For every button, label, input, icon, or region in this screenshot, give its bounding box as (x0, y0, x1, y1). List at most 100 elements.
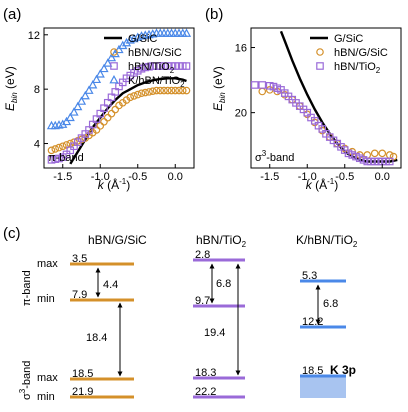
data-point-a-1 (163, 86, 172, 95)
data-point-b-1 (370, 149, 379, 158)
x-tick-label-b: -1.0 (298, 171, 317, 183)
value-pi-width-hbn-tio2: 6.8 (216, 278, 231, 290)
legend-label-b-0: G/SiC (334, 33, 363, 45)
data-point-b-1 (258, 87, 267, 96)
data-point-a-3 (76, 96, 87, 105)
data-point-a-1 (175, 86, 183, 95)
x-tick-label-a: -1.0 (91, 171, 110, 183)
legend-swatch-a-3 (109, 74, 119, 84)
value-pi-min-hbn-g-sic: 7.9 (72, 289, 87, 301)
data-point-b-2 (250, 81, 259, 89)
plot-frame-a (43, 27, 195, 169)
data-point-a-1 (47, 146, 56, 155)
row-label-sigma-min: min (37, 391, 55, 403)
value-gap-hbn-g-sic: 18.4 (86, 332, 107, 344)
plot-frame-b (250, 27, 402, 169)
x-tick-label-a: 0.0 (168, 171, 183, 183)
row-label-sigma-max: max (37, 372, 58, 384)
data-point-b-2 (258, 81, 267, 89)
row-label-sigma-band: σ3-band (18, 361, 33, 400)
annotation-a: π-band (48, 152, 84, 164)
data-point-a-3 (65, 112, 75, 122)
data-point-a-1 (171, 86, 180, 95)
legend-swatch-a-1 (110, 48, 118, 56)
legend-swatch-a-2 (110, 62, 118, 70)
data-point-a-1 (178, 86, 187, 95)
data-point-a-1 (130, 92, 138, 100)
column-title-k-hbn-tio2: K/hBN/TiO2 (296, 233, 358, 249)
x-tick-label-b: -0.5 (335, 171, 354, 183)
xlabel-a: k (Å-1) (98, 177, 130, 192)
legend-swatch-b-2 (316, 62, 324, 70)
value-pi-width-k-hbn-tio2: 6.8 (323, 298, 338, 310)
value-k3p: 18.5 (302, 365, 323, 377)
annotation-b: σ3-band (255, 149, 294, 164)
ylabel-b: Ebin (eV) (211, 66, 227, 111)
value-pi-min-k-hbn-tio2: 12.2 (302, 316, 323, 328)
chart-a: -1.5 -1.0 -0.5 0.0 4 8 12 Ebin (eV) k (Å-1) π-… (3, 27, 195, 192)
data-point-a-1 (111, 105, 120, 114)
legend-label-b-2: hBN/TiO2 (334, 61, 381, 75)
y-tick-label-b: 20 (235, 108, 247, 120)
data-point-a-1 (51, 145, 60, 153)
data-point-a-1 (141, 88, 150, 97)
band-diagram: π-band σ3-band max min max min hBN/G/SiC… (18, 233, 358, 403)
panel-label-a: (a) (3, 6, 21, 23)
data-point-a-3 (110, 48, 120, 58)
data-point-a-1 (152, 86, 161, 95)
value-sigma-min-hbn-g-sic: 21.9 (72, 386, 93, 398)
data-point-a-3 (69, 107, 79, 116)
data-point-a-3 (103, 58, 113, 67)
data-point-a-1 (160, 86, 168, 95)
x-tick-label-a: -0.5 (128, 171, 147, 183)
legend-label-a-2: hBN/TiO2 (128, 61, 175, 75)
x-tick-label-b: 0.0 (375, 171, 390, 183)
data-point-a-1 (167, 86, 176, 95)
value-pi-width-hbn-g-sic: 4.4 (103, 279, 118, 291)
data-point-a-1 (182, 86, 191, 95)
chart-b: -1.5 -1.0 -0.5 0.0 16 20 Ebin (eV) k (Å-1) σ3… (211, 27, 402, 192)
data-point-a-3 (88, 80, 98, 89)
data-point-b-1 (378, 149, 387, 158)
data-point-a-3 (114, 44, 124, 54)
data-point-a-1 (103, 113, 112, 122)
data-point-a-1 (58, 142, 67, 151)
legend-swatch-b-1 (316, 48, 324, 56)
data-point-a-3 (80, 90, 90, 100)
x-tick-label-b: -1.5 (260, 171, 279, 183)
data-point-a-3 (181, 28, 192, 37)
data-point-a-1 (148, 87, 157, 96)
data-point-a-1 (107, 109, 116, 118)
data-point-a-3 (91, 74, 102, 84)
data-point-a-1 (156, 86, 165, 95)
row-label-pi-min: min (37, 293, 55, 305)
data-point-b-2 (385, 157, 394, 166)
data-point-a-3 (106, 52, 117, 62)
value-gap-hbn-tio2: 19.4 (204, 327, 225, 339)
data-point-a-1 (100, 117, 108, 126)
value-pi-max-hbn-g-sic: 3.5 (72, 253, 87, 265)
data-point-a-2 (182, 62, 191, 70)
y-tick-label-a: 8 (34, 84, 40, 96)
data-point-a-3 (95, 69, 105, 78)
value-sigma-max-hbn-tio2: 18.3 (195, 367, 216, 379)
y-tick-label-b: 16 (235, 43, 247, 55)
series-line-a-0 (69, 77, 187, 165)
data-point-a-1 (133, 90, 142, 99)
column-title-hbn-tio2: hBN/TiO2 (196, 233, 247, 249)
value-pi-max-k-hbn-tio2: 5.3 (302, 270, 317, 282)
xlabel-b: k (Å-1) (306, 177, 338, 192)
data-point-a-3 (73, 101, 83, 111)
legend-label-a-1: hBN/G/SiC (128, 47, 182, 59)
data-point-a-1 (137, 89, 146, 98)
data-point-a-3 (99, 63, 109, 73)
ylabel-a: Ebin (eV) (3, 66, 19, 111)
column-title-hbn-g-sic: hBN/G/SiC (88, 233, 147, 247)
data-point-a-3 (61, 116, 72, 126)
panel-label-b: (b) (205, 6, 223, 23)
k3p-band (300, 376, 346, 398)
value-pi-min-hbn-tio2: 9.7 (195, 295, 210, 307)
row-label-pi-max: max (37, 258, 58, 270)
legend-label-a-0: G/SiC (128, 33, 157, 45)
